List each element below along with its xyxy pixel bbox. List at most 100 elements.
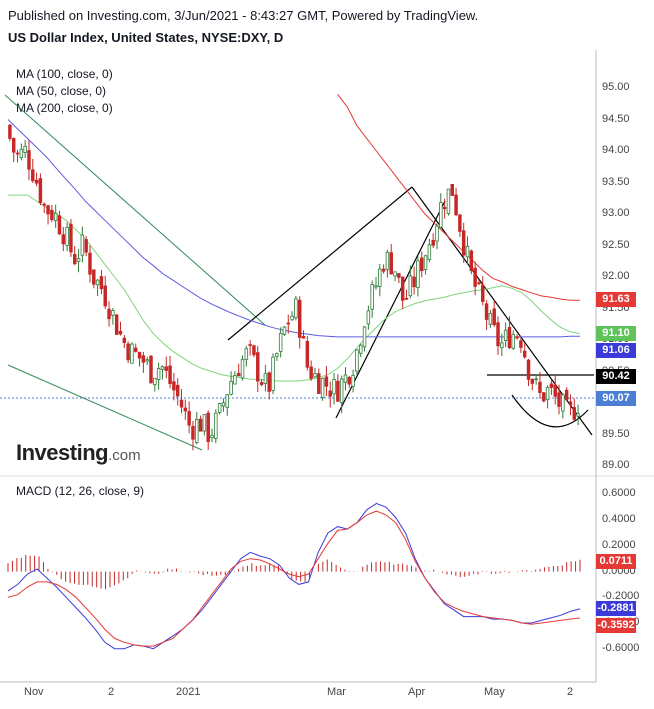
candle-body [217,403,222,413]
y-tick-label: 92.50 [602,238,630,251]
candle-body [492,308,496,326]
candle-body [500,342,504,349]
candle-body [465,245,470,258]
candle-body [92,269,96,285]
candle-body [263,373,268,384]
logo-brand: Investing [16,440,109,465]
legend-ma50: MA (50, close, 0) [16,84,107,98]
candle-body [412,276,416,288]
candle-body [72,254,77,265]
candle-body [507,327,512,349]
candle-body [252,345,256,356]
candle-body [530,378,535,384]
y-tick-label: 89.50 [602,427,630,440]
candle-body [305,340,310,368]
candle-body [351,374,355,387]
candle-body [153,377,157,386]
candle-body [576,413,580,417]
candle-body [118,330,123,335]
candle-body [195,419,199,443]
candle-body [385,251,390,270]
candle-body [256,352,260,382]
candle-body [355,349,359,372]
legend-ma100: MA (100, close, 0) [16,67,113,81]
candle-body [240,358,245,379]
candle-body [309,366,313,379]
candle-body [435,225,439,242]
y-tick-label: 89.00 [602,459,630,471]
candle-body [46,205,50,215]
candle-body [95,279,100,286]
candle-body [65,226,69,246]
candle-body [244,348,249,360]
candle-body [439,202,443,228]
trendline-falling [411,186,593,436]
candle-body [503,329,508,341]
candle-body [19,148,24,159]
candle-body [145,359,149,362]
candle-body [229,381,233,395]
candles [8,123,580,451]
candle-body [137,351,142,359]
candle-body [469,250,474,272]
ma50-line [8,194,581,382]
candle-body [561,394,565,412]
price-badge: -0.2881 [596,600,636,616]
candle-body [88,252,92,275]
candle-body [473,267,477,287]
y-tick-label: 95.00 [602,81,630,93]
candle-body [168,365,172,385]
price-badge: 0.0711 [596,554,636,570]
candle-body [99,276,104,290]
candle-body [221,402,226,407]
x-tick-label: 2 [108,686,115,698]
candle-body [206,412,210,442]
candle-body [76,258,81,262]
candle-body [214,412,218,439]
candle-body [534,378,538,381]
y-tick-label: 92.00 [602,270,630,282]
candle-body [545,387,550,400]
candle-body [553,384,557,397]
candle-body [442,206,447,210]
candle-body [519,340,523,348]
candle-body [408,275,413,297]
chart-title: US Dollar Index, United States, NYSE:DXY… [8,30,284,45]
candle-body [42,203,46,206]
candle-body [11,138,16,153]
candle-body [290,315,294,321]
rounding-bottom-arc [511,394,589,428]
candle-body [267,372,271,392]
ma200-line [337,93,580,301]
candle-body [53,212,58,221]
candle-body [225,394,230,408]
candle-body [484,303,489,320]
candle-body [259,382,264,385]
candle-body [57,215,62,235]
candle-body [130,343,134,364]
candle-body [393,271,397,277]
candle-body [366,310,371,325]
y-tick-label: 93.50 [602,175,630,188]
candle-body [526,359,531,380]
candle-body [332,379,336,395]
y-tick-label: -0.6000 [602,641,640,654]
candle-body [370,284,374,310]
price-badge: 90.42 [596,368,636,384]
candle-body [400,276,405,301]
candle-body [313,373,317,378]
candle-body [538,381,542,393]
y-tick-label: 94.50 [602,112,630,125]
candle-body [27,150,31,170]
candle-body [126,343,130,361]
candle-body [187,411,191,426]
candle-body [191,425,195,440]
x-tick-label: Nov [24,686,44,698]
price-badge: 91.10 [596,325,636,341]
candle-body [568,401,573,406]
candle-body [339,378,344,403]
candle-body [175,384,180,397]
candle-body [564,389,569,401]
candle-body [454,194,458,216]
price-badge: 90.07 [596,390,636,406]
